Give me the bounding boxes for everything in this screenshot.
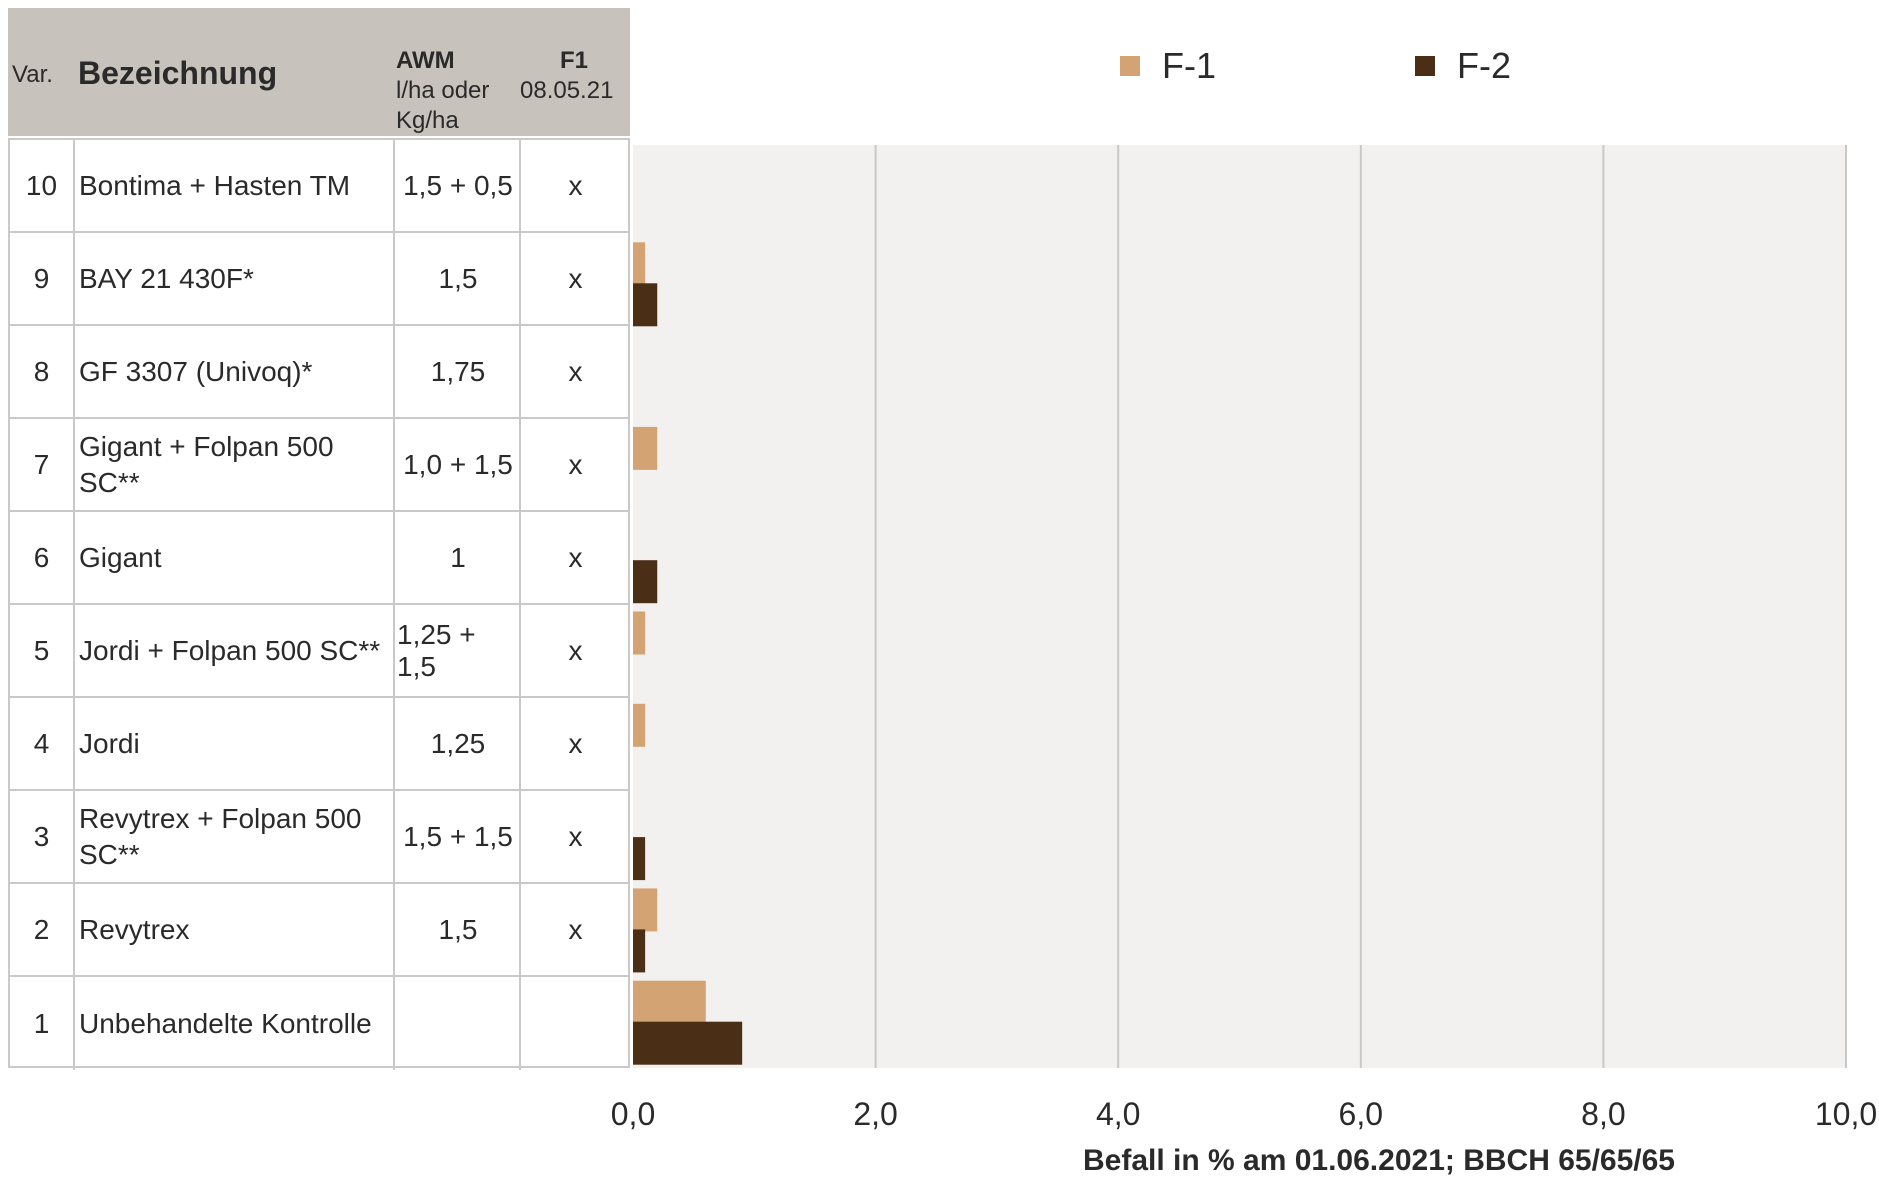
legend-label-f1: F-1 <box>1162 45 1216 86</box>
bar-f-1-var-4 <box>633 703 646 747</box>
row-bezeichnung: Unbehandelte Kontrolle <box>77 977 395 1070</box>
row-f1: x <box>568 913 583 945</box>
header-awm: AWM <box>396 47 455 74</box>
header-awm-unit: l/ha oder Kg/ha <box>396 77 490 134</box>
table-row: 10 Bontima + Hasten TM 1,5 + 0,5 x <box>10 140 628 233</box>
table-row: 6 Gigant 1 x <box>10 512 628 605</box>
bar-f-1-var-7 <box>633 426 658 470</box>
row-bezeichnung: Revytrex <box>77 884 395 975</box>
bar-f-1-var-1 <box>633 980 706 1024</box>
table-row: 8 GF 3307 (Univoq)* 1,75 x <box>10 326 628 419</box>
legend-item-f1: F-1 <box>1120 45 1216 86</box>
row-bezeichnung: Bontima + Hasten TM <box>77 140 395 231</box>
row-var: 6 <box>10 512 75 603</box>
table-row: 7 Gigant + Folpan 500 SC** 1,0 + 1,5 x <box>10 419 628 512</box>
bar-f-1-var-9 <box>633 242 646 286</box>
bar-f-2-var-2 <box>633 929 646 973</box>
legend-swatch-f2 <box>1415 56 1435 76</box>
row-bezeichnung: Revytrex + Folpan 500 SC** <box>77 791 395 882</box>
row-var: 1 <box>10 977 75 1070</box>
table-body: 10 Bontima + Hasten TM 1,5 + 0,5 x 9 BAY… <box>8 138 630 1070</box>
row-bezeichnung: Gigant <box>77 512 395 603</box>
bar-f-2-var-6 <box>633 560 658 604</box>
legend-swatch-f1 <box>1120 56 1140 76</box>
table-row: 4 Jordi 1,25 x <box>10 698 628 791</box>
row-awm: 1,25 + 1,5 <box>397 605 521 696</box>
row-awm: 1,5 <box>397 233 521 324</box>
header-var: Var. <box>12 61 53 88</box>
x-tick-label: 4,0 <box>1096 1096 1140 1132</box>
bar-f-2-var-3 <box>633 837 646 881</box>
x-tick-label: 6,0 <box>1339 1096 1383 1132</box>
row-awm: 1,0 + 1,5 <box>397 419 521 510</box>
x-tick-label: 10,0 <box>1815 1096 1877 1132</box>
row-awm: 1,5 + 0,5 <box>397 140 521 231</box>
row-awm: 1 <box>397 512 521 603</box>
table-row: 3 Revytrex + Folpan 500 SC** 1,5 + 1,5 x <box>10 791 628 884</box>
row-awm: 1,5 + 1,5 <box>397 791 521 882</box>
header-bezeichnung: Bezeichnung <box>78 55 278 91</box>
row-bezeichnung: Gigant + Folpan 500 SC** <box>77 419 395 510</box>
x-axis-label: Befall in % am 01.06.2021; BBCH 65/65/65 <box>1083 1144 1675 1177</box>
x-tick-label: 2,0 <box>853 1096 897 1132</box>
bar-f-2-var-1 <box>633 1021 743 1065</box>
row-var: 2 <box>10 884 75 975</box>
row-bezeichnung: GF 3307 (Univoq)* <box>77 326 395 417</box>
x-tick-label: 8,0 <box>1581 1096 1625 1132</box>
row-awm <box>397 977 521 1070</box>
table-row: 9 BAY 21 430F* 1,5 x <box>10 233 628 326</box>
row-f1: x <box>568 448 583 480</box>
header-f1-date: 08.05.21 <box>520 77 614 104</box>
row-awm: 1,75 <box>397 326 521 417</box>
bar-f-1-var-5 <box>633 611 646 655</box>
bar-f-2-var-9 <box>633 283 658 327</box>
row-bezeichnung: Jordi + Folpan 500 SC** <box>77 605 395 696</box>
row-var: 3 <box>10 791 75 882</box>
row-f1: x <box>568 169 583 201</box>
table-header: Var. Bezeichnung AWM l/ha oder Kg/ha F1 … <box>8 8 630 136</box>
row-f1: x <box>568 820 583 852</box>
row-var: 10 <box>10 140 75 231</box>
legend-label-f2: F-2 <box>1457 45 1511 86</box>
row-f1: x <box>568 727 583 759</box>
row-var: 5 <box>10 605 75 696</box>
row-var: 7 <box>10 419 75 510</box>
row-f1: x <box>568 262 583 294</box>
row-f1: x <box>568 634 583 666</box>
row-var: 8 <box>10 326 75 417</box>
plot-area <box>633 145 1846 1068</box>
bar-f-1-var-2 <box>633 888 658 932</box>
row-bezeichnung: BAY 21 430F* <box>77 233 395 324</box>
row-var: 9 <box>10 233 75 324</box>
table-row: 1 Unbehandelte Kontrolle <box>10 977 628 1070</box>
row-var: 4 <box>10 698 75 789</box>
row-f1: x <box>568 355 583 387</box>
row-awm: 1,5 <box>397 884 521 975</box>
table-row: 5 Jordi + Folpan 500 SC** 1,25 + 1,5 x <box>10 605 628 698</box>
row-bezeichnung: Jordi <box>77 698 395 789</box>
row-f1: x <box>568 541 583 573</box>
row-awm: 1,25 <box>397 698 521 789</box>
table-row: 2 Revytrex 1,5 x <box>10 884 628 977</box>
legend-item-f2: F-2 <box>1415 45 1511 86</box>
header-f1: F1 <box>560 47 589 74</box>
x-tick-label: 0,0 <box>611 1096 655 1132</box>
